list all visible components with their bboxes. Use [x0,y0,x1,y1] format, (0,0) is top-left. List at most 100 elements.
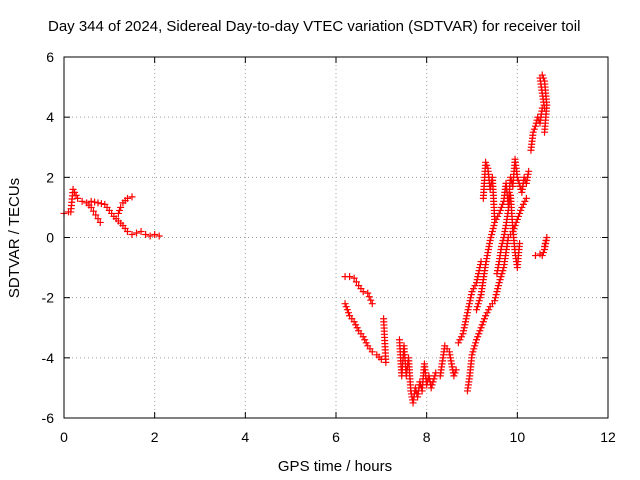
data-point [380,315,388,323]
data-point [541,243,549,251]
data-point [92,211,100,219]
data-point [464,306,472,314]
data-point [498,240,506,248]
data-point [472,339,480,347]
plot-frame [63,56,609,419]
data-point [492,215,500,223]
data-point [514,212,522,220]
data-point [459,330,467,338]
data-point [491,297,499,305]
data-point [486,237,494,245]
data-point [471,282,479,290]
data-point [133,229,141,237]
series-track-peak [527,71,551,260]
data-point [155,232,163,240]
data-point [430,375,438,383]
data-point [482,312,490,320]
data-point [499,237,507,245]
data-point [470,345,478,353]
data-point [352,278,360,286]
data-point [365,293,373,301]
data-point [495,209,503,217]
data-point [364,289,372,297]
data-point [478,321,486,329]
data-point [460,324,468,332]
data-point [516,209,524,217]
axis-ticks [63,56,609,419]
data-point [341,300,349,308]
data-point [468,351,476,359]
data-point [488,230,496,238]
data-point [516,240,524,248]
data-point [87,203,95,211]
x-tick-label: 0 [60,429,68,445]
data-point [519,200,527,208]
data-point [473,279,481,287]
data-point [117,203,125,211]
data-point [529,128,537,136]
data-point [521,197,529,205]
series-early-track-b [87,197,163,240]
data-point [461,321,469,329]
data-point [368,348,376,356]
data-point [359,333,367,341]
data-point [451,369,459,377]
data-point [346,273,354,281]
series-track-rising-d [493,191,524,278]
data-point [474,333,482,341]
data-point [361,336,369,344]
data-point [474,300,482,308]
data-point [87,197,95,205]
data-point [475,297,483,305]
data-point [539,249,547,257]
data-point [457,333,465,341]
data-point [114,209,122,217]
data-point [474,273,482,281]
data-point [116,206,124,214]
data-point [473,306,481,314]
data-point [452,366,460,374]
data-point [473,336,481,344]
data-point [368,300,376,308]
data-point [344,309,352,317]
data-point [538,71,546,79]
data-point [465,300,473,308]
y-tick-label: -6 [42,410,55,426]
data-point [146,232,154,240]
data-point [367,296,375,304]
data-point [469,348,477,356]
data-point [463,312,471,320]
data-point [342,303,350,311]
data-point [491,218,499,226]
y-axis-label: SDTVAR / TECUs [6,178,23,298]
data-point [477,324,485,332]
data-point [352,321,360,329]
data-point [475,330,483,338]
series-early-track-c [114,193,136,217]
data-point [490,221,498,229]
data-point [362,339,370,347]
data-point [539,74,547,82]
data-point [466,297,474,305]
data-point [513,173,521,181]
data-point [151,230,159,238]
data-point [350,318,358,326]
data-point [460,327,468,335]
data-point [542,237,550,245]
data-point [497,203,505,211]
series-early-track-a [60,185,104,226]
data-point [71,188,79,196]
data-point [531,252,539,260]
data-point [94,215,102,223]
data-point [473,303,481,311]
data-point [78,197,86,205]
data-point [429,378,437,386]
series-track-descending [341,300,390,366]
data-point [489,224,497,232]
data-point [541,128,549,136]
data-point [496,206,504,214]
y-tick-label: -4 [42,350,55,366]
data-point [72,191,80,199]
data-point [491,294,499,302]
